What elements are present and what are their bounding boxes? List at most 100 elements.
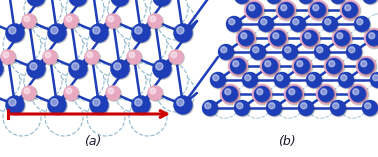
- Circle shape: [45, 52, 51, 58]
- Circle shape: [153, 60, 172, 79]
- Circle shape: [87, 52, 93, 58]
- Circle shape: [256, 87, 263, 95]
- Circle shape: [285, 47, 291, 53]
- Circle shape: [202, 100, 218, 116]
- Circle shape: [313, 5, 319, 11]
- Circle shape: [229, 57, 249, 77]
- Circle shape: [3, 98, 41, 136]
- Circle shape: [277, 1, 297, 21]
- Circle shape: [366, 30, 378, 46]
- Circle shape: [297, 61, 303, 67]
- Circle shape: [210, 72, 226, 88]
- Circle shape: [3, 52, 9, 58]
- Circle shape: [333, 29, 353, 49]
- Circle shape: [317, 47, 323, 53]
- Circle shape: [331, 101, 347, 117]
- Circle shape: [353, 89, 359, 95]
- Circle shape: [239, 31, 247, 39]
- Circle shape: [249, 5, 255, 11]
- Circle shape: [269, 29, 289, 49]
- Circle shape: [66, 88, 72, 94]
- Circle shape: [257, 89, 263, 95]
- Circle shape: [283, 45, 299, 61]
- Circle shape: [24, 62, 62, 100]
- Circle shape: [357, 19, 363, 25]
- Circle shape: [177, 99, 184, 106]
- Circle shape: [169, 49, 183, 65]
- Circle shape: [266, 0, 282, 4]
- Circle shape: [157, 2, 195, 40]
- Circle shape: [356, 56, 376, 76]
- Circle shape: [235, 101, 251, 117]
- Circle shape: [363, 0, 378, 5]
- Circle shape: [108, 62, 146, 100]
- Circle shape: [241, 33, 247, 39]
- Circle shape: [27, 0, 46, 7]
- Circle shape: [245, 1, 265, 21]
- Circle shape: [352, 87, 359, 95]
- Circle shape: [157, 74, 195, 112]
- Circle shape: [298, 0, 314, 4]
- Circle shape: [73, 2, 111, 40]
- Circle shape: [255, 87, 271, 103]
- Circle shape: [129, 98, 167, 136]
- Circle shape: [129, 26, 167, 64]
- Circle shape: [365, 29, 378, 49]
- Circle shape: [6, 24, 25, 43]
- Circle shape: [106, 14, 121, 29]
- Circle shape: [330, 100, 346, 116]
- Circle shape: [30, 63, 37, 70]
- Circle shape: [6, 24, 25, 43]
- Circle shape: [289, 89, 295, 95]
- Circle shape: [327, 59, 335, 67]
- Circle shape: [150, 62, 188, 100]
- Circle shape: [177, 27, 184, 34]
- Circle shape: [64, 86, 79, 101]
- Circle shape: [227, 17, 243, 33]
- Circle shape: [305, 33, 311, 39]
- Circle shape: [363, 101, 378, 117]
- Circle shape: [242, 72, 258, 88]
- Circle shape: [332, 28, 352, 48]
- Circle shape: [301, 103, 307, 109]
- Circle shape: [298, 100, 314, 116]
- Circle shape: [347, 45, 363, 61]
- Circle shape: [260, 56, 280, 76]
- Circle shape: [68, 60, 87, 78]
- Circle shape: [359, 59, 375, 75]
- Circle shape: [274, 72, 290, 88]
- Circle shape: [222, 86, 238, 102]
- Circle shape: [309, 75, 315, 81]
- Circle shape: [85, 49, 99, 65]
- Circle shape: [64, 14, 79, 29]
- Circle shape: [108, 16, 114, 22]
- Circle shape: [203, 101, 219, 117]
- Circle shape: [127, 49, 141, 65]
- Circle shape: [174, 95, 192, 114]
- Circle shape: [343, 3, 359, 19]
- Text: (a): (a): [84, 135, 102, 148]
- Circle shape: [335, 31, 351, 47]
- Circle shape: [147, 14, 163, 29]
- Circle shape: [205, 103, 211, 109]
- Circle shape: [329, 61, 335, 67]
- Circle shape: [45, 98, 83, 136]
- Circle shape: [284, 84, 304, 104]
- Circle shape: [252, 84, 272, 104]
- Circle shape: [308, 0, 328, 20]
- Circle shape: [261, 57, 281, 77]
- Circle shape: [90, 95, 108, 114]
- Circle shape: [135, 99, 142, 106]
- Circle shape: [111, 60, 130, 79]
- Circle shape: [295, 59, 311, 75]
- Circle shape: [348, 84, 368, 104]
- Circle shape: [293, 57, 313, 77]
- Circle shape: [64, 86, 79, 100]
- Circle shape: [323, 17, 339, 33]
- Circle shape: [93, 27, 100, 34]
- Circle shape: [321, 89, 327, 95]
- Circle shape: [171, 52, 177, 58]
- Circle shape: [254, 86, 270, 102]
- Circle shape: [45, 26, 83, 64]
- Circle shape: [291, 17, 307, 33]
